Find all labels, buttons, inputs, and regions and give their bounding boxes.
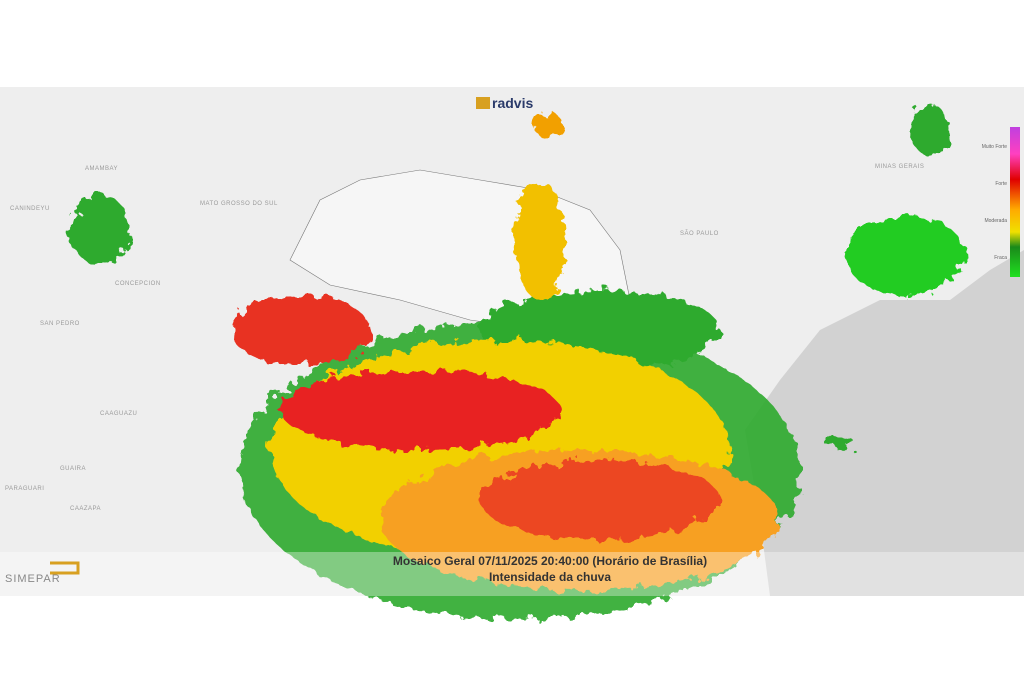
rain-echoes: [70, 105, 965, 620]
map-label: GUAIRA: [60, 466, 86, 472]
map-label: CANINDEYU: [10, 206, 50, 212]
map-label: CAAGUAZU: [100, 411, 137, 417]
caption-subtitle: Intensidade da chuva: [489, 570, 611, 584]
map-label: SÃO PAULO: [680, 230, 719, 237]
legend-label: Forte: [995, 181, 1007, 187]
legend-bar: [1010, 127, 1020, 277]
map-label: SAN PEDRO: [40, 321, 80, 327]
legend-label: Muito Forte: [982, 144, 1008, 150]
legend-label: Moderada: [984, 218, 1007, 224]
caption-title: Mosaico Geral 07/11/2025 20:40:00 (Horár…: [393, 554, 707, 568]
radvis-icon: [476, 97, 490, 109]
map-label: PARAGUARI: [5, 486, 44, 492]
map-label: MATO GROSSO DO SUL: [200, 201, 278, 207]
ocean: [745, 250, 1024, 596]
map-label: AMAMBAY: [85, 166, 118, 172]
map-label: MINAS GERAIS: [875, 164, 924, 170]
logo: radvis: [492, 95, 533, 111]
map-label: CONCEPCION: [115, 281, 161, 287]
caption-band: [0, 552, 1024, 596]
map: MATO GROSSO DO SUL SÃO PAULO MINAS GERAIS S…: [0, 87, 1024, 620]
map-label: CAAZAPA: [70, 506, 101, 512]
legend-label: Fraca: [994, 255, 1007, 261]
simepar-icon: [50, 561, 80, 575]
footer-logo: SIMEPAR: [5, 573, 61, 585]
